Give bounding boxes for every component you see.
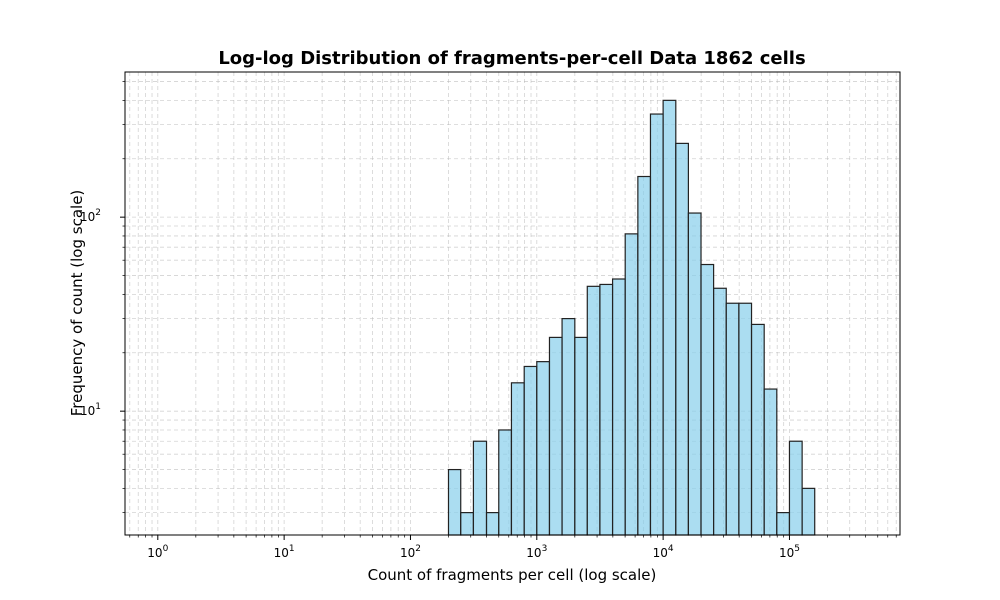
x-tick-label: 100 [147, 544, 168, 560]
histogram-bar [687, 212, 702, 536]
histogram-bar [776, 512, 791, 536]
chart-title: Log-log Distribution of fragments-per-ce… [218, 48, 805, 69]
histogram-bar [675, 142, 689, 536]
x-axis-label: Count of fragments per cell (log scale) [368, 566, 657, 584]
histogram-bar [738, 302, 753, 536]
histogram-bar [447, 468, 462, 536]
histogram-bar [801, 487, 816, 536]
histogram-bar [586, 285, 601, 536]
histogram-bar [763, 388, 778, 536]
histogram-bar [548, 336, 563, 536]
x-tick-label: 104 [653, 544, 674, 560]
x-tick-label: 102 [400, 544, 421, 560]
histogram-bar [725, 302, 740, 536]
histogram-bar [561, 318, 576, 536]
histogram-bar [574, 336, 588, 536]
y-tick-label: 102 [80, 208, 101, 224]
x-tick-label: 105 [779, 544, 800, 560]
histogram-bar [700, 263, 715, 536]
histogram-bar [536, 361, 551, 536]
y-axis-label: Frequency of count (log scale) [68, 190, 86, 417]
histogram-bar [599, 283, 614, 536]
histogram-bar [750, 323, 765, 536]
histogram-bar [485, 512, 500, 536]
histogram-bar [713, 287, 727, 536]
plot-area-frame [124, 71, 901, 536]
x-tick-label: 103 [526, 544, 547, 560]
histogram-bar [460, 512, 475, 536]
histogram-bar [624, 233, 639, 536]
histogram-bar [637, 175, 652, 536]
histogram-bars [447, 99, 816, 536]
histogram-bar [472, 440, 488, 536]
x-tick-label: 101 [274, 544, 295, 560]
y-tick-label: 101 [80, 402, 101, 418]
axis-ticks: 100 101 102 103 104 105 101 102 [80, 81, 897, 560]
histogram-bar [788, 440, 803, 536]
histogram-bar [649, 113, 664, 536]
histogram-bar [662, 99, 677, 536]
histogram-bar [510, 382, 525, 536]
histogram-bar [523, 365, 538, 536]
histogram-bar [611, 278, 626, 536]
histogram-bar [498, 429, 513, 536]
